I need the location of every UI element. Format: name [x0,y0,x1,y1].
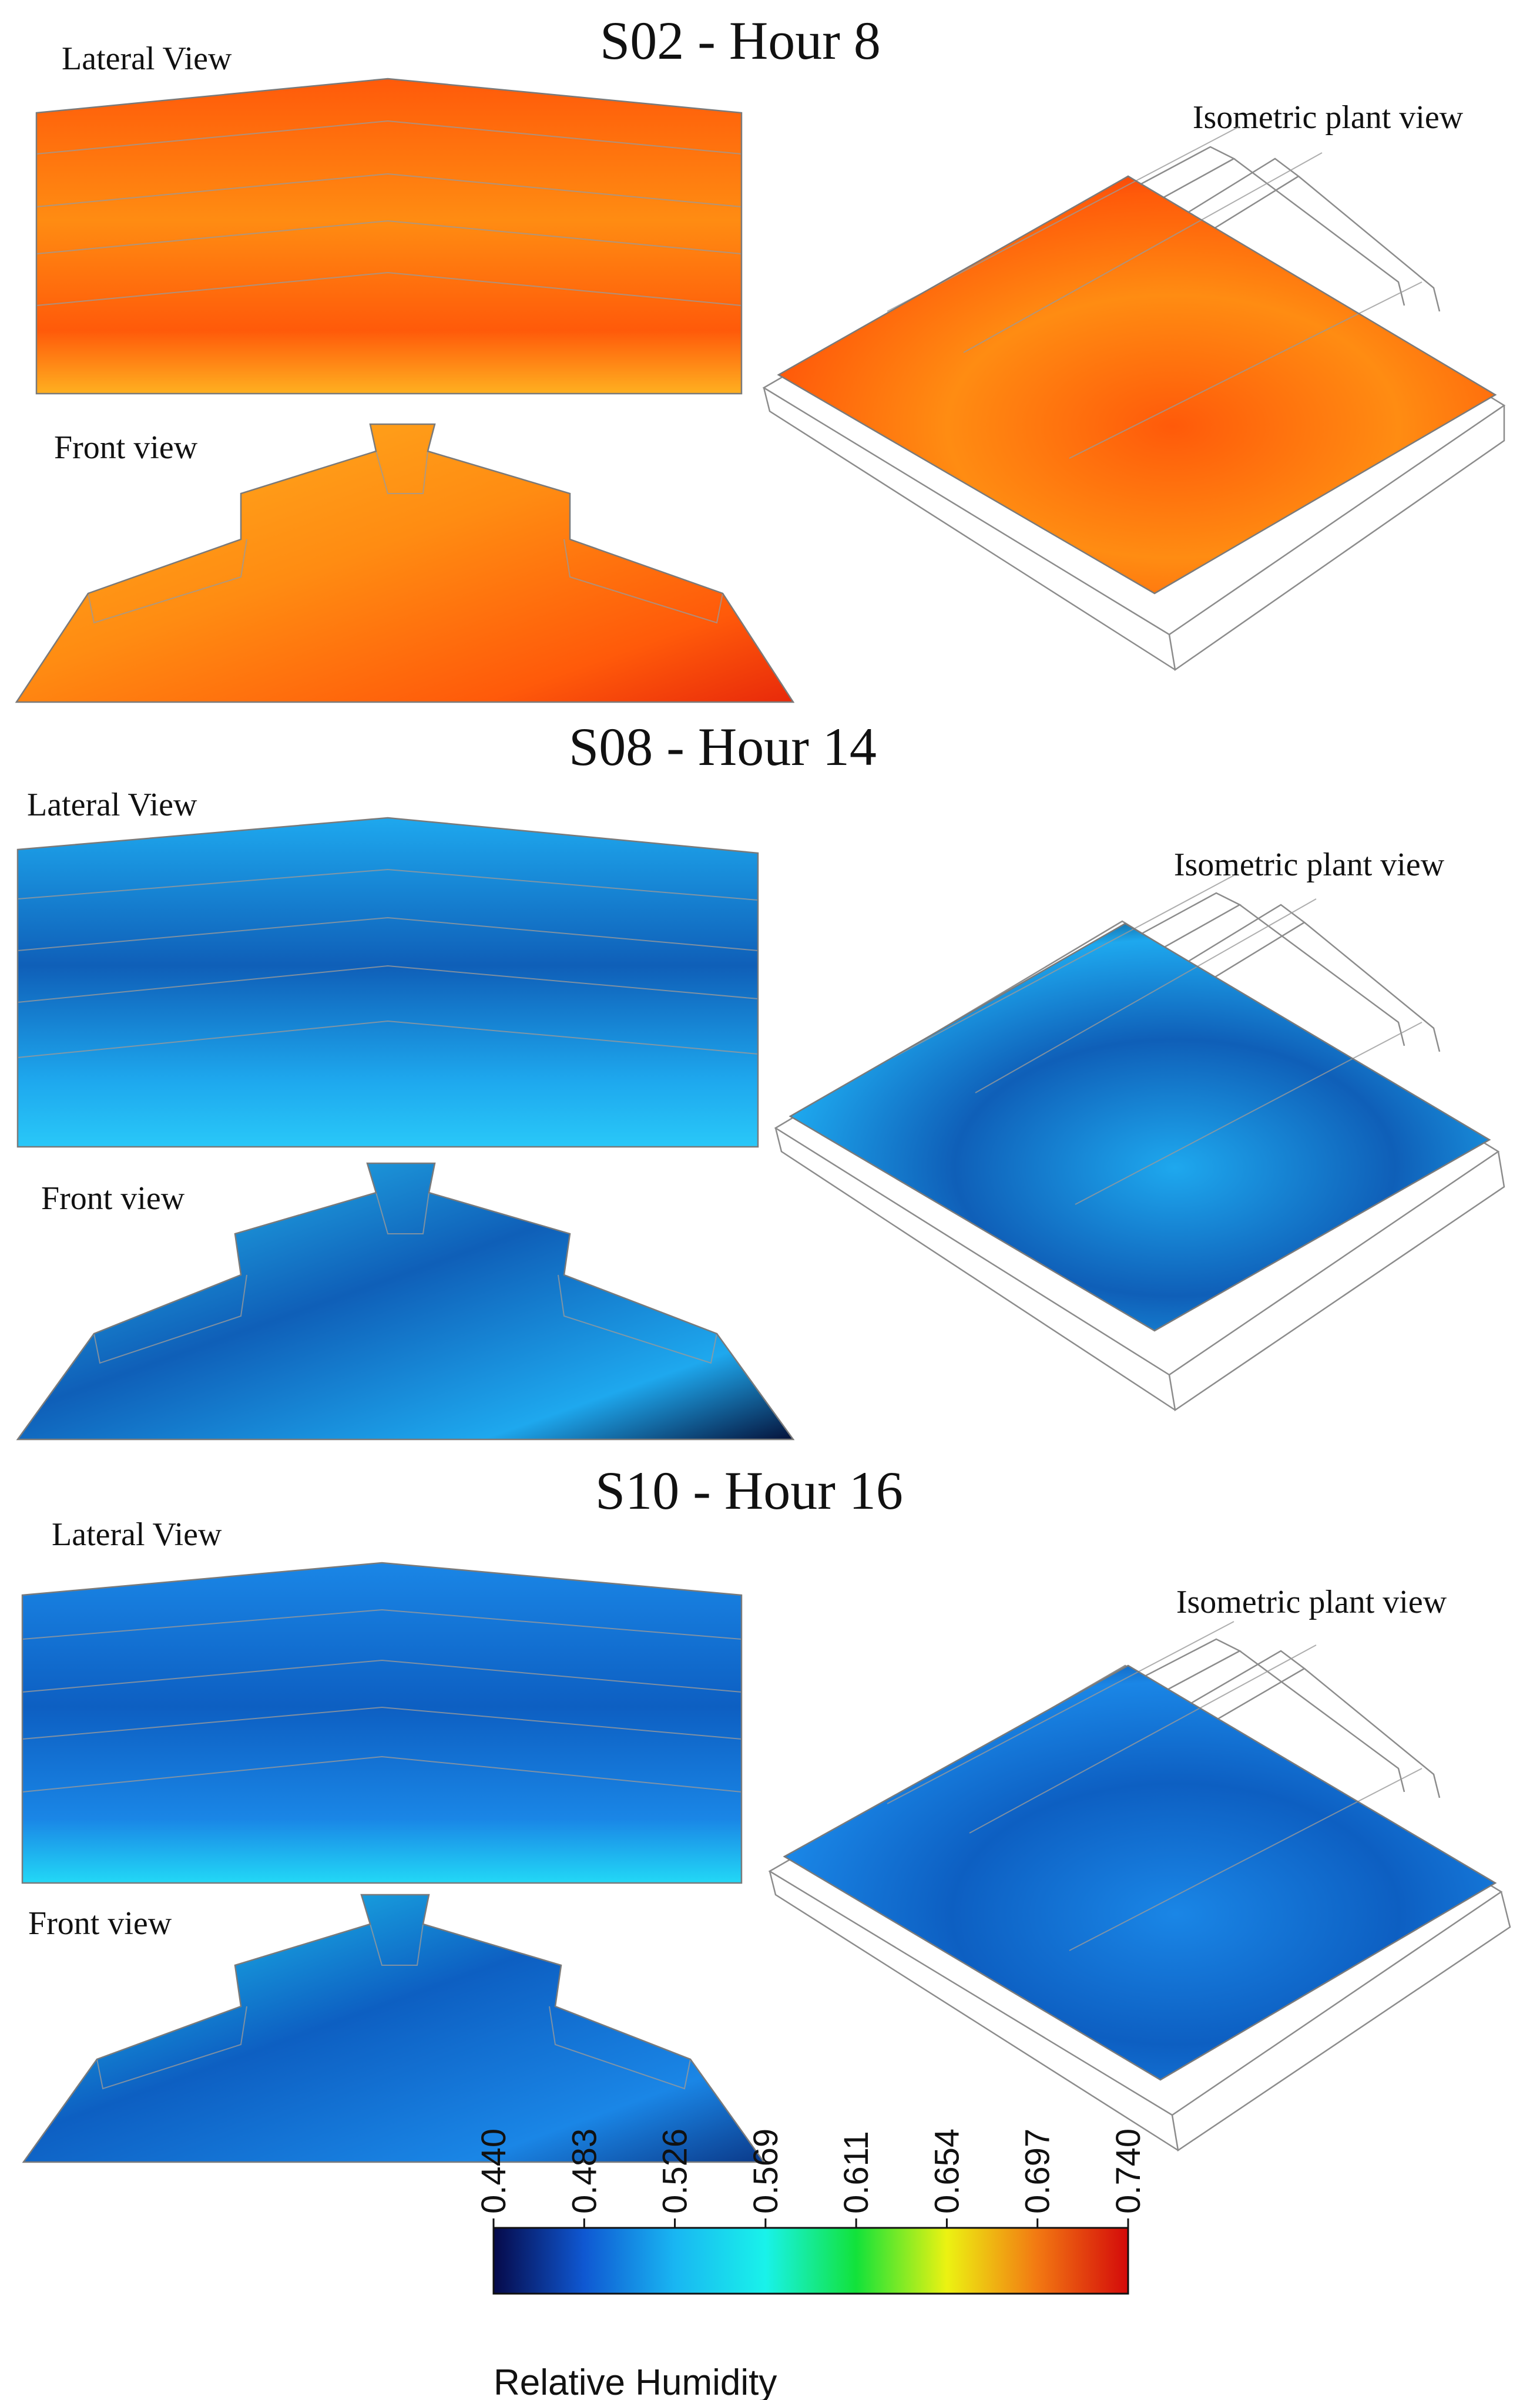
domain-outline [783,1664,1497,2081]
scenario-panel-s02: S02 - Hour 8 Lateral View Isometric plan… [15,11,1506,703]
mesh-line [93,1274,247,1364]
scenario-panel-s10: S10 - Hour 16 Lateral View Isometric pla… [21,1461,1511,2163]
mesh-line [17,965,759,1003]
mesh-line [22,1609,742,1640]
wireframe-line [1171,1891,1511,2152]
mesh-line [17,917,759,951]
mesh-line [969,1644,1317,1834]
colorbar-tick-label: 0.654 [928,2129,966,2214]
mesh-line [375,451,428,494]
contour-field [779,176,1495,593]
domain-outline [789,922,1491,1332]
wireframe-line [774,1127,1176,1411]
lateral-view-label: Lateral View [27,787,197,823]
lateral-view-plot [35,78,743,395]
wireframe-line [1304,922,1441,1052]
mesh-line [22,1659,742,1693]
colorbar-tick-label: 0.440 [475,2129,513,2214]
mesh-line [96,2006,247,2090]
mesh-line [375,1192,430,1234]
contour-field [790,924,1489,1331]
wireframe-line [763,387,1176,671]
front-view-plot [22,1894,766,2163]
domain-outline [35,78,743,395]
wireframe-line [1168,1151,1505,1412]
mesh-line [36,271,742,306]
wireframe-line [1298,176,1441,312]
lateral-view-plot [21,1562,743,1884]
wireframe-line [1168,405,1505,672]
contour-field [784,1666,1495,2080]
contour-field [18,818,758,1147]
contour-field [18,1163,793,1439]
lateral-view-label: Lateral View [52,1516,222,1553]
mesh-line [1075,1022,1422,1205]
domain-outline [15,423,795,703]
mesh-line [563,539,723,624]
colorbar-gradient [492,2227,1129,2295]
wireframe-line [1304,1668,1441,1798]
isometric-view-label: Isometric plant view [1174,847,1445,883]
mesh-line [22,1706,742,1740]
mesh-line [893,875,1234,1058]
mesh-line [1069,1768,1422,1951]
colorbar-tick-label: 0.569 [747,2129,785,2214]
front-view-label: Front view [54,429,198,466]
contour-field [36,79,742,394]
domain-outline [16,1162,795,1441]
lateral-view-plot [16,817,759,1148]
domain-outline [16,817,759,1148]
wireframe-line [1239,1650,1405,1793]
isometric-plant-plot [774,875,1505,1412]
front-view-plot [15,423,795,703]
scenario-title: S08 - Hour 14 [569,717,877,777]
contour-field [22,1563,742,1883]
mesh-line [1069,281,1422,459]
front-view-label: Front view [41,1180,185,1217]
mesh-line [22,1755,742,1793]
domain-outline [777,175,1497,595]
colorbar-title: Relative Humidity [494,2362,777,2400]
wireframe-line [769,1871,1179,2151]
isometric-view-label: Isometric plant view [1193,99,1464,136]
colorbar-tick-label: 0.611 [837,2131,875,2214]
mesh-line [975,898,1317,1093]
mesh-line [887,1621,1234,1804]
wireframe-line [1239,904,1405,1046]
contour-field [16,424,793,702]
mesh-line [17,1020,759,1058]
mesh-line [558,1274,717,1364]
scenario-title: S10 - Hour 16 [595,1461,903,1520]
scenario-title: S02 - Hour 8 [600,11,881,71]
colorbar-tick-label: 0.526 [656,2129,694,2214]
scenario-panel-s08: S08 - Hour 14 Lateral View Isometric pla… [16,717,1505,1441]
front-view-label: Front view [28,1905,172,1942]
mesh-line [549,2006,691,2090]
mesh-line [36,173,742,207]
wireframe-line [1233,158,1405,306]
mesh-line [36,220,742,254]
front-view-plot [16,1162,795,1441]
colorbar-tick-label: 0.697 [1019,2129,1057,2214]
lateral-view-label: Lateral View [62,41,232,77]
colorbar: 0.440 0.483 0.526 0.569 0.611 0.654 0.697 0.740… [475,2129,1148,2400]
mesh-line [36,120,742,155]
isometric-plant-plot [762,126,1506,672]
domain-outline [21,1562,743,1884]
colorbar-tick-label: 0.483 [565,2129,603,2214]
colorbar-tick-label: 0.740 [1109,2129,1148,2214]
isometric-plant-plot [768,1621,1511,2152]
isometric-view-label: Isometric plant view [1176,1584,1447,1620]
contour-field [24,1895,764,2162]
mesh-line [370,1924,424,1966]
mesh-line [88,539,247,624]
mesh-line [963,152,1323,353]
domain-outline [22,1894,766,2163]
mesh-line [17,868,759,901]
